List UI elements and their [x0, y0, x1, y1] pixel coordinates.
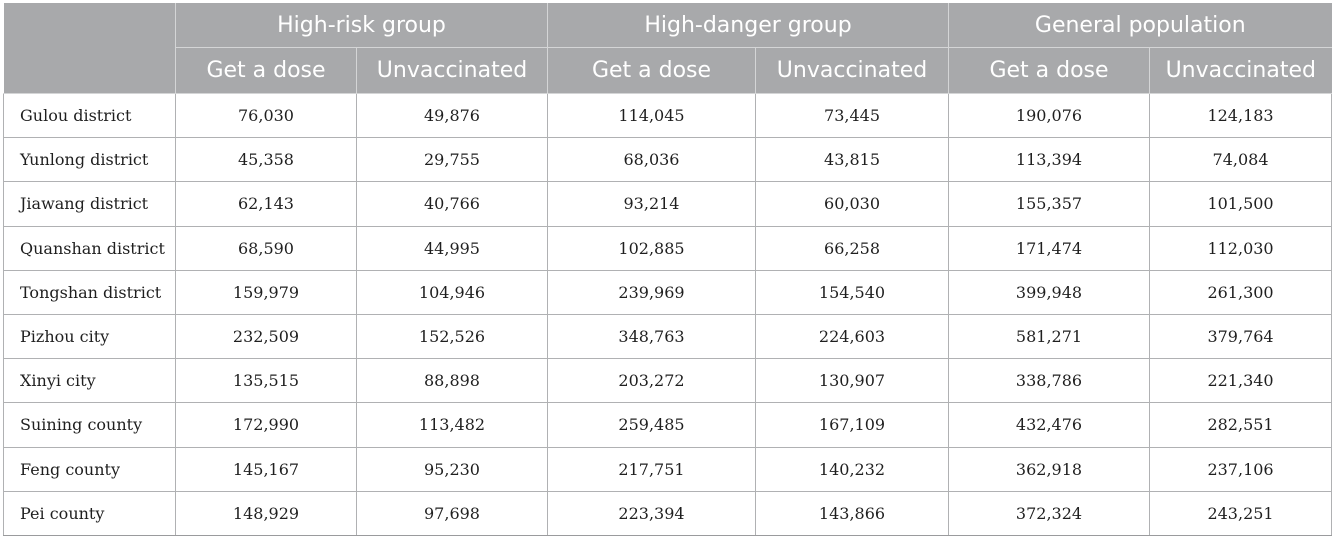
table-cell: 152,526 [356, 313, 548, 360]
table-cell: 243,251 [1149, 490, 1333, 536]
table-cell: 93,214 [547, 181, 756, 227]
table-cell: 68,036 [547, 137, 756, 183]
table-row: Pizhou city 232,509 152,526 348,763 224,603 5… [3, 313, 1333, 360]
group-header-high-risk: High-risk group [175, 3, 548, 48]
table-row: Jiawang district 62,143 40,766 93,214 60,030… [3, 181, 1333, 227]
table-cell: 104,946 [356, 269, 548, 315]
table-cell: 362,918 [948, 446, 1151, 492]
row-label: Gulou district [3, 92, 176, 139]
table-row: Xinyi city 135,515 88,898 203,272 130,907 338… [3, 358, 1333, 404]
table-cell: 223,394 [547, 490, 756, 536]
table-cell: 154,540 [754, 269, 950, 315]
table-cell: 237,106 [1149, 446, 1333, 492]
table-cell: 372,324 [948, 490, 1151, 536]
table-cell: 232,509 [175, 313, 357, 360]
corner-header-cell [3, 3, 176, 94]
row-label: Yunlong district [3, 137, 176, 183]
table-cell: 348,763 [547, 313, 756, 360]
row-label: Feng county [3, 446, 176, 492]
table-cell: 73,445 [754, 92, 950, 139]
table-cell: 60,030 [754, 181, 950, 227]
table-cell: 259,485 [547, 402, 756, 448]
table-cell: 113,482 [356, 402, 548, 448]
table-row: Quanshan district 68,590 44,995 102,885 66,2… [3, 225, 1333, 271]
table-cell: 224,603 [754, 313, 950, 360]
group-header-high-danger: High-danger group [546, 3, 949, 48]
sub-header-cell: Get a dose [547, 47, 756, 94]
table-cell: 45,358 [175, 137, 357, 183]
table-cell: 432,476 [948, 402, 1151, 448]
row-label: Xinyi city [3, 358, 176, 404]
table-cell: 130,907 [754, 358, 950, 404]
table-cell: 143,866 [754, 490, 950, 536]
table-row: Tongshan district 159,979 104,946 239,969 15… [3, 269, 1333, 315]
table-row: Suining county 172,990 113,482 259,485 167,1… [3, 402, 1333, 448]
row-label: Tongshan district [3, 269, 176, 315]
table-cell: 74,084 [1149, 137, 1333, 183]
table-cell: 43,815 [754, 137, 950, 183]
sub-header-cell: Unvaccinated [754, 47, 949, 94]
table-cell: 338,786 [948, 358, 1151, 404]
table-cell: 124,183 [1149, 92, 1333, 139]
table-cell: 76,030 [175, 92, 357, 139]
table-body: Gulou district 76,030 49,876 114,045 73,445 1… [3, 92, 1333, 536]
table-cell: 62,143 [175, 181, 357, 227]
table-cell: 148,929 [175, 490, 357, 536]
table-cell: 97,698 [356, 490, 548, 536]
table-row: Gulou district 76,030 49,876 114,045 73,445 1… [3, 92, 1333, 139]
table-cell: 49,876 [356, 92, 548, 139]
table-cell: 399,948 [948, 269, 1151, 315]
group-header-row: High-risk group High-danger group Genera… [3, 3, 1332, 94]
table-cell: 217,751 [547, 446, 756, 492]
table-cell: 68,590 [175, 225, 357, 271]
table-cell: 261,300 [1149, 269, 1333, 315]
table-cell: 221,340 [1149, 358, 1333, 404]
table-cell: 140,232 [754, 446, 950, 492]
row-label: Jiawang district [3, 181, 176, 227]
table-cell: 88,898 [356, 358, 548, 404]
table-cell: 40,766 [356, 181, 548, 227]
table-row: Pei county 148,929 97,698 223,394 143,866 372… [3, 490, 1333, 536]
table-cell: 239,969 [547, 269, 756, 315]
row-label: Pizhou city [3, 313, 176, 360]
table-cell: 95,230 [356, 446, 548, 492]
table-cell: 102,885 [547, 225, 756, 271]
table-cell: 159,979 [175, 269, 357, 315]
group-header-general-population: General population [948, 3, 1332, 48]
table-cell: 44,995 [356, 225, 548, 271]
table-cell: 171,474 [948, 225, 1151, 271]
table-cell: 101,500 [1149, 181, 1333, 227]
data-table-container: High-risk group High-danger group Genera… [3, 3, 1333, 536]
table-cell: 203,272 [547, 358, 756, 404]
table-row: Feng county 145,167 95,230 217,751 140,232 36… [3, 446, 1333, 492]
table-cell: 114,045 [547, 92, 756, 139]
table-cell: 29,755 [356, 137, 548, 183]
row-label: Pei county [3, 490, 176, 536]
sub-header-row: Get a dose Unvaccinated Get a dose Unvac… [4, 47, 1332, 94]
table-cell: 135,515 [175, 358, 357, 404]
table-cell: 112,030 [1149, 225, 1333, 271]
sub-header-cell: Get a dose [948, 47, 1150, 94]
table-cell: 172,990 [175, 402, 357, 448]
table-cell: 379,764 [1149, 313, 1333, 360]
table-cell: 167,109 [754, 402, 950, 448]
table-cell: 66,258 [754, 225, 950, 271]
table-cell: 113,394 [948, 137, 1151, 183]
sub-header-cell: Unvaccinated [356, 47, 548, 94]
table-cell: 581,271 [948, 313, 1151, 360]
table-header: High-risk group High-danger group Genera… [3, 3, 1332, 94]
table-cell: 282,551 [1149, 402, 1333, 448]
sub-header-cell: Unvaccinated [1149, 47, 1332, 94]
row-label: Suining county [3, 402, 176, 448]
row-label: Quanshan district [3, 225, 176, 271]
sub-header-cell: Get a dose [175, 47, 357, 94]
vaccination-table: High-risk group High-danger group Genera… [3, 3, 1333, 536]
table-cell: 155,357 [948, 181, 1151, 227]
table-row: Yunlong district 45,358 29,755 68,036 43,815… [3, 137, 1333, 183]
table-cell: 145,167 [175, 446, 357, 492]
table-cell: 190,076 [948, 92, 1151, 139]
